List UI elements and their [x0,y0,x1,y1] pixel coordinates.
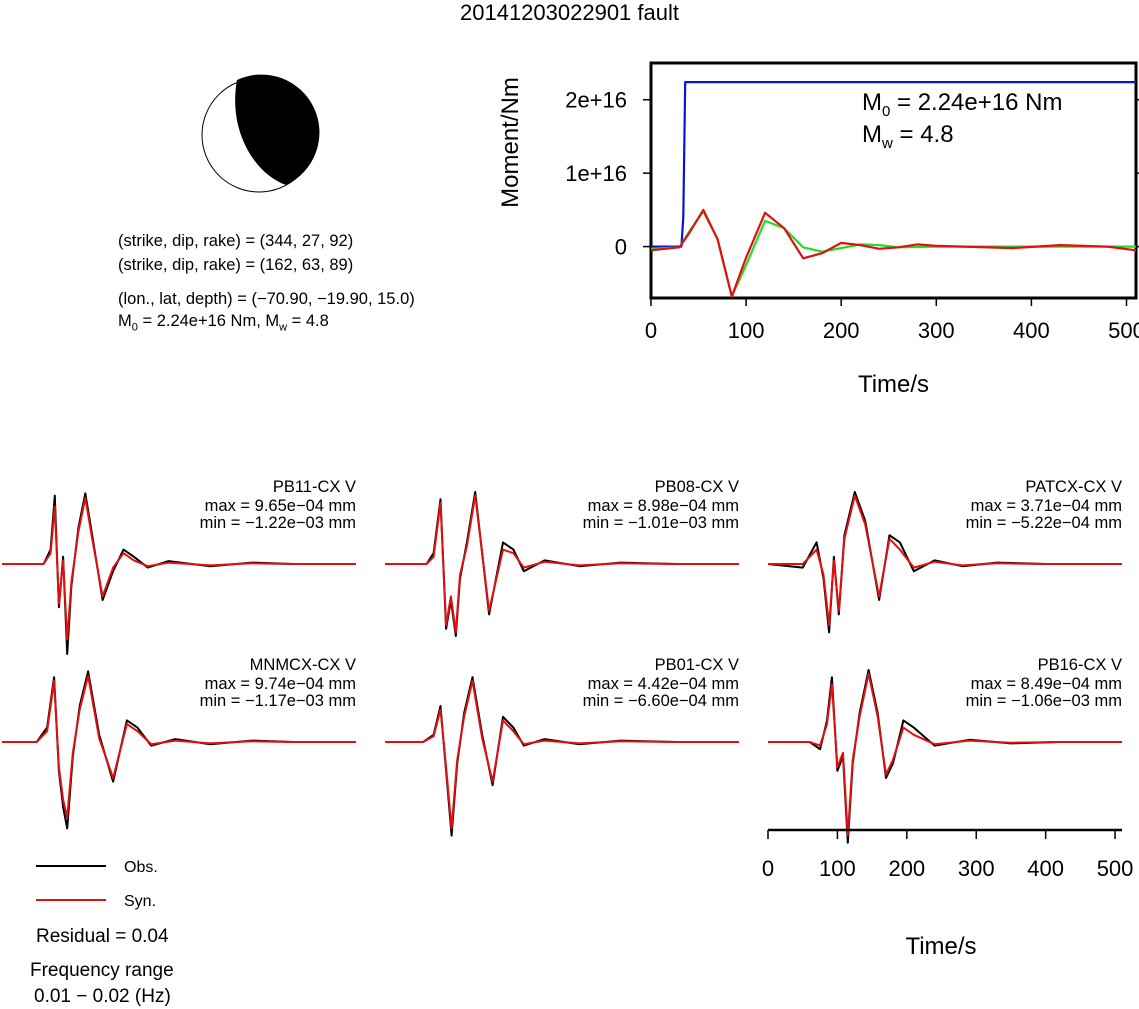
moment-chart: 0 100 200 300 400 500 0 1e+16 2e+16 Time/s Moment/… [497,61,1139,398]
y-tick-label-2: 2e+16 [565,88,627,113]
source-location: (lon., lat, depth) = (−70.90, −19.90, 15… [118,290,415,308]
legend-syn-label: Syn. [124,893,156,910]
nodal-plane-1: (strike, dip, rake) = (344, 27, 92) [118,232,354,250]
page-title: 20141203022901 fault [460,0,679,25]
station-min: min = −1.06e−03 mm [966,692,1122,710]
station-min: min = −1.01e−03 mm [583,514,739,532]
station-min: min = −1.22e−03 mm [200,514,356,532]
station-min: min = −1.17e−03 mm [200,692,356,710]
x-tick-label-300: 300 [918,318,955,343]
wave-x-tick-label-300: 300 [958,856,995,881]
x-tick-label-400: 400 [1013,318,1050,343]
nodal-plane-2: (strike, dip, rake) = (162, 63, 89) [118,256,354,274]
moment-annotation-m0: M0 = 2.24e+16 Nm [862,89,1062,120]
frequency-range-value: 0.01 − 0.02 (Hz) [34,986,171,1007]
m0-text: 2.24e+16 Nm, M [156,312,280,330]
x-tick-label-100: 100 [728,318,765,343]
station-max: max = 9.74e−04 mm [205,675,356,693]
moment-series-3 [650,208,1137,298]
station-max: max = 8.49e−04 mm [971,675,1122,693]
station-name: PB16-CX V [1038,656,1122,674]
synthetic-trace [768,494,1122,627]
station-min: min = −6.60e−04 mm [583,692,739,710]
focal-mechanism-beachball [201,74,320,193]
x-tick-label-0: 0 [645,318,657,343]
y-tick-label-0: 0 [615,235,627,260]
synthetic-trace [768,672,1122,837]
moment-y-axis-label: Moment/Nm [497,77,524,208]
y-tick-label-1: 1e+16 [565,161,627,186]
station-name: PATCX-CX V [1025,478,1122,496]
wave-x-tick-label-100: 100 [819,856,856,881]
moment-plot-frame [649,61,1138,300]
source-moment-summary: M0 = 2.24e+16 Nm, Mw = 4.8 [118,312,329,334]
wave-x-tick-label-0: 0 [762,856,774,881]
station-max: max = 9.65e−04 mm [205,497,356,515]
wave-x-tick-label-400: 400 [1027,856,1064,881]
x-tick-label-200: 200 [823,318,860,343]
station-min: min = −5.22e−04 mm [966,514,1122,532]
station-name: PB01-CX V [655,656,739,674]
moment-annotation-mw: Mw = 4.8 [862,121,954,152]
beachball-compressional-quadrant [235,74,320,185]
frequency-range-label: Frequency range [30,960,174,981]
synthetic-trace [2,496,356,641]
wave-x-axis-label: Time/s [905,933,976,960]
station-name: MNMCX-CX V [250,656,356,674]
legend-obs-label: Obs. [124,859,158,876]
moment-series-2 [650,210,1136,298]
wave-x-tick-label-200: 200 [888,856,925,881]
station-name: PB11-CX V [273,478,356,496]
x-tick-label-500: 500 [1108,318,1139,343]
mw-value: = 4.8 [287,312,329,330]
synthetic-trace [385,494,739,634]
moment-x-axis-label: Time/s [858,371,929,398]
station-max: max = 4.42e−04 mm [588,675,739,693]
synthetic-trace [385,679,739,830]
wave-x-tick-label-500: 500 [1097,856,1134,881]
station-max: max = 3.71e−04 mm [971,497,1122,515]
station-max: max = 8.98e−04 mm [588,497,739,515]
waveform-legend: Obs. Syn. [36,859,158,910]
station-name: PB08-CX V [655,478,739,496]
synthetic-trace [2,674,356,819]
moment-series-1 [651,80,1136,248]
residual-label: Residual = 0.04 [36,926,169,947]
